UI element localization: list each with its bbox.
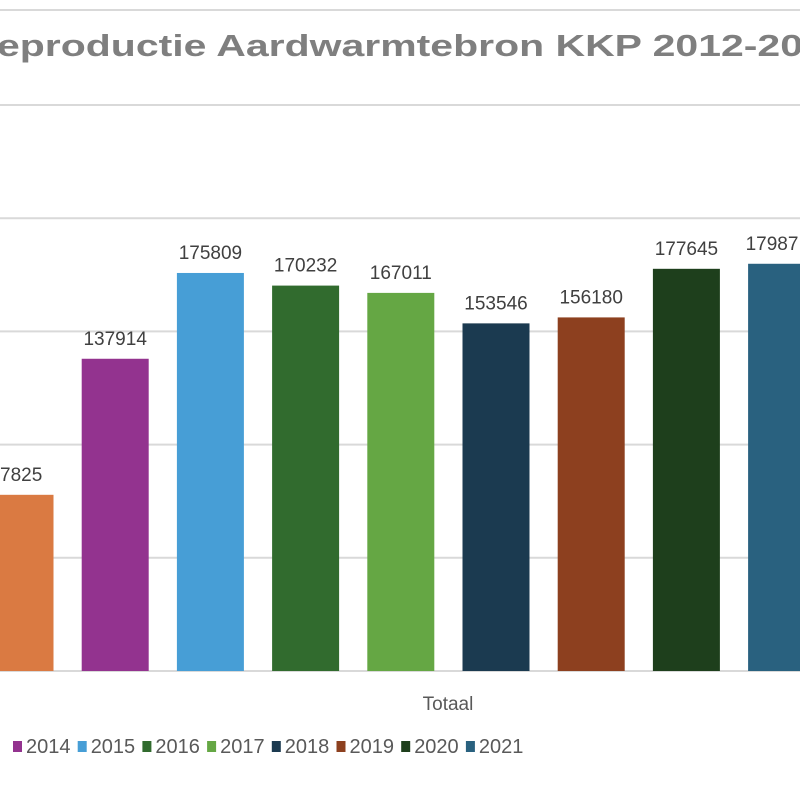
legend-label: 2016 — [155, 736, 200, 758]
legend-item-2016: 2016 — [142, 736, 200, 758]
bar-2020 — [652, 268, 720, 671]
bar-2016 — [272, 285, 340, 671]
legend-label: 2017 — [220, 736, 265, 758]
legend-label: 2018 — [285, 736, 330, 758]
data-label: 7825 — [0, 465, 42, 486]
legend-swatch — [142, 741, 152, 752]
legend-item-2014: 2014 — [13, 736, 71, 758]
legend-item-2015: 2015 — [77, 736, 136, 758]
legend-item-2021: 2021 — [465, 736, 524, 758]
legend-label: 2015 — [91, 736, 136, 758]
bar-2021 — [748, 263, 800, 671]
bar-first — [0, 494, 54, 671]
bar-2015 — [176, 272, 244, 671]
legend-swatch — [401, 741, 411, 752]
legend-item-2017: 2017 — [207, 736, 265, 758]
data-label: 175809 — [179, 243, 242, 264]
data-label: 153546 — [464, 293, 527, 314]
data-label: 167011 — [370, 263, 432, 284]
bar-2019 — [557, 317, 625, 671]
data-labels: 7825 137914 175809 170232 167011 153546 156180… — [0, 234, 798, 486]
data-label: 137914 — [83, 329, 147, 350]
legend-swatch — [336, 741, 346, 752]
legend-swatch — [13, 741, 22, 752]
chart-title: eproductie Aardwarmtebron KKP 2012-20 — [0, 28, 800, 63]
x-axis-category-label: Totaal — [423, 694, 474, 715]
legend-label: 2019 — [350, 736, 395, 758]
legend: 2014 2015 2016 2017 2018 2019 2020 2021 — [13, 736, 523, 758]
data-label: 177645 — [655, 239, 718, 260]
legend-label: 2020 — [414, 736, 459, 758]
bar-2018 — [462, 323, 530, 671]
legend-item-2019: 2019 — [336, 736, 395, 758]
data-label: 17987 — [746, 234, 799, 255]
data-label: 170232 — [274, 256, 337, 277]
legend-label: 2014 — [26, 736, 71, 758]
legend-item-2020: 2020 — [401, 736, 459, 758]
legend-label: 2021 — [479, 736, 524, 758]
data-label: 156180 — [559, 287, 622, 308]
bars — [0, 263, 800, 671]
legend-item-2018: 2018 — [271, 736, 330, 758]
legend-swatch — [77, 741, 87, 752]
bar-2014 — [81, 358, 149, 671]
legend-swatch — [465, 741, 475, 752]
bar-2017 — [367, 292, 435, 671]
legend-swatch — [271, 741, 281, 752]
legend-swatch — [207, 741, 217, 752]
